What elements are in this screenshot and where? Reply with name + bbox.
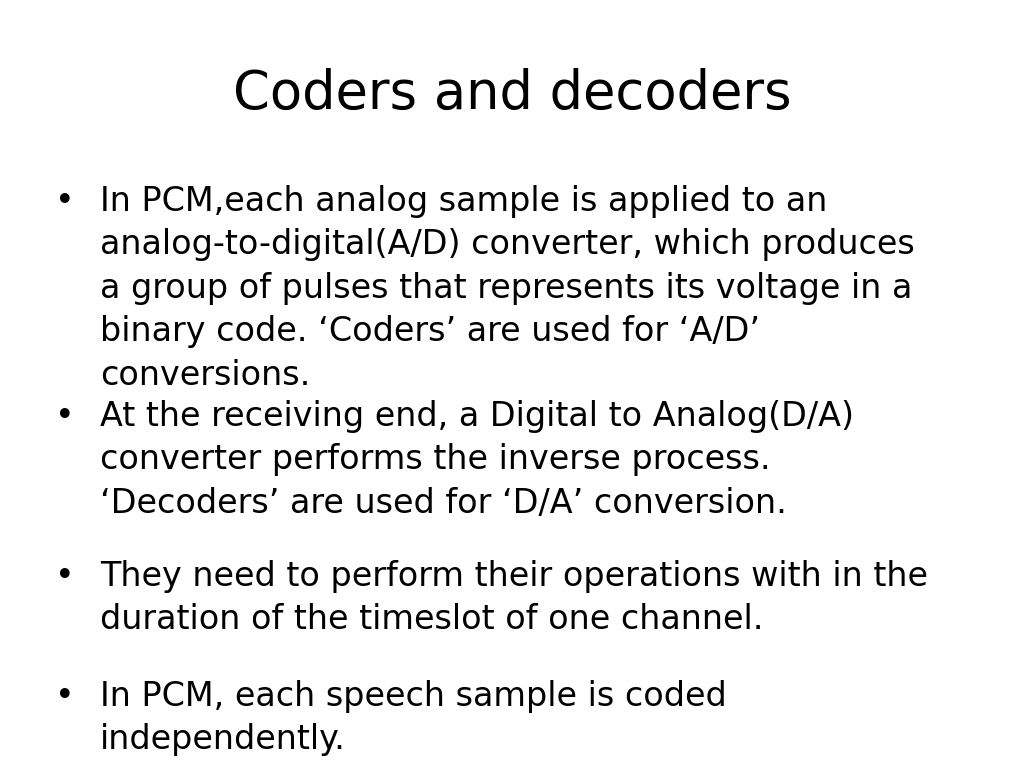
Text: At the receiving end, a Digital to Analog(D/A)
converter performs the inverse pr: At the receiving end, a Digital to Analo… [100, 400, 854, 520]
Text: •: • [55, 680, 75, 713]
Text: Coders and decoders: Coders and decoders [232, 68, 792, 120]
Text: In PCM, each speech sample is coded
independently.: In PCM, each speech sample is coded inde… [100, 680, 727, 756]
Text: •: • [55, 185, 75, 218]
Text: •: • [55, 560, 75, 593]
Text: •: • [55, 400, 75, 433]
Text: In PCM,each analog sample is applied to an
analog-to-digital(A/D) converter, whi: In PCM,each analog sample is applied to … [100, 185, 914, 392]
Text: They need to perform their operations with in the
duration of the timeslot of on: They need to perform their operations wi… [100, 560, 928, 637]
